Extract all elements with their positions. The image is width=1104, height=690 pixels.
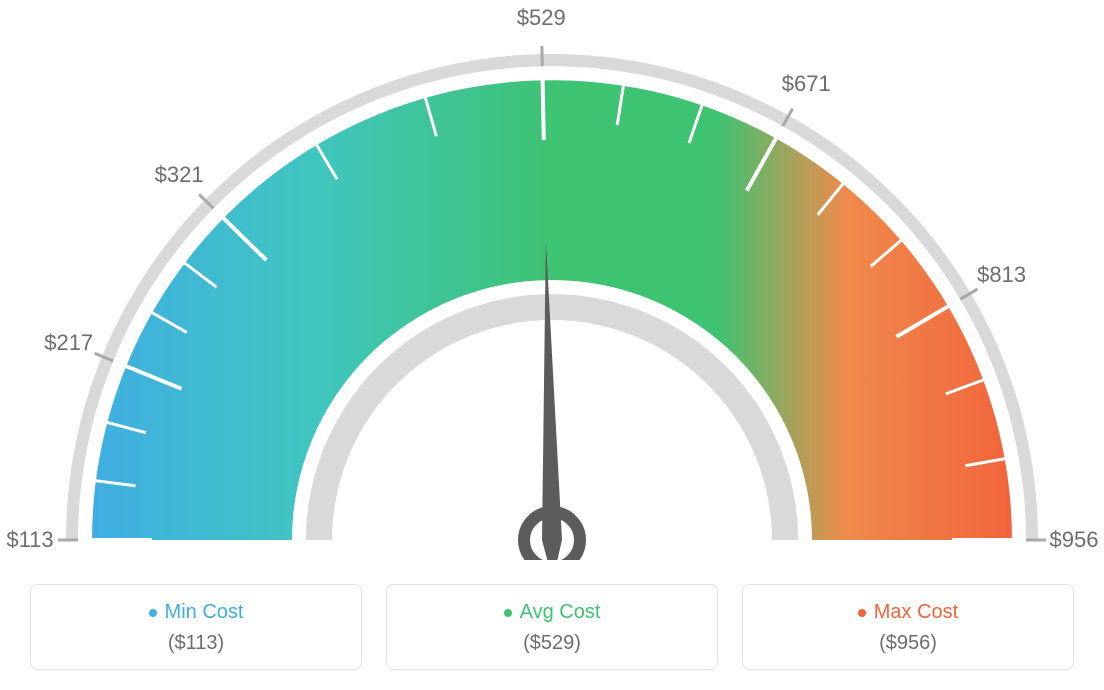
legend-title-text: Avg Cost — [520, 601, 601, 624]
legend-row: Min Cost ($113) Avg Cost ($529) Max Cost ($95… — [30, 584, 1074, 670]
legend-max-title: Max Cost — [858, 601, 958, 624]
legend-max-value: ($956) — [753, 632, 1063, 655]
legend-title-text: Max Cost — [874, 601, 958, 624]
gauge-tick-label: $529 — [517, 5, 566, 31]
legend-dot-icon — [858, 609, 866, 617]
legend-avg-value: ($529) — [397, 632, 707, 655]
legend-dot-icon — [504, 609, 512, 617]
gauge-tick-label: $113 — [6, 527, 53, 553]
gauge-tick-label: $321 — [155, 162, 204, 188]
legend-avg: Avg Cost ($529) — [386, 584, 718, 670]
legend-min-title: Min Cost — [149, 601, 244, 624]
legend-min: Min Cost ($113) — [30, 584, 362, 670]
legend-dot-icon — [149, 609, 157, 617]
gauge-tick-label: $217 — [44, 330, 93, 356]
legend-min-value: ($113) — [41, 632, 351, 655]
gauge-svg — [0, 0, 1104, 560]
gauge-tick-label: $813 — [977, 262, 1026, 288]
gauge-tick-label: $956 — [1050, 527, 1099, 553]
legend-avg-title: Avg Cost — [504, 601, 601, 624]
gauge-tick-label: $671 — [782, 71, 831, 97]
legend-title-text: Min Cost — [165, 601, 244, 624]
gauge-container: $113 $217 $321 $529 $671 $813 $956 — [0, 0, 1104, 560]
legend-max: Max Cost ($956) — [742, 584, 1074, 670]
